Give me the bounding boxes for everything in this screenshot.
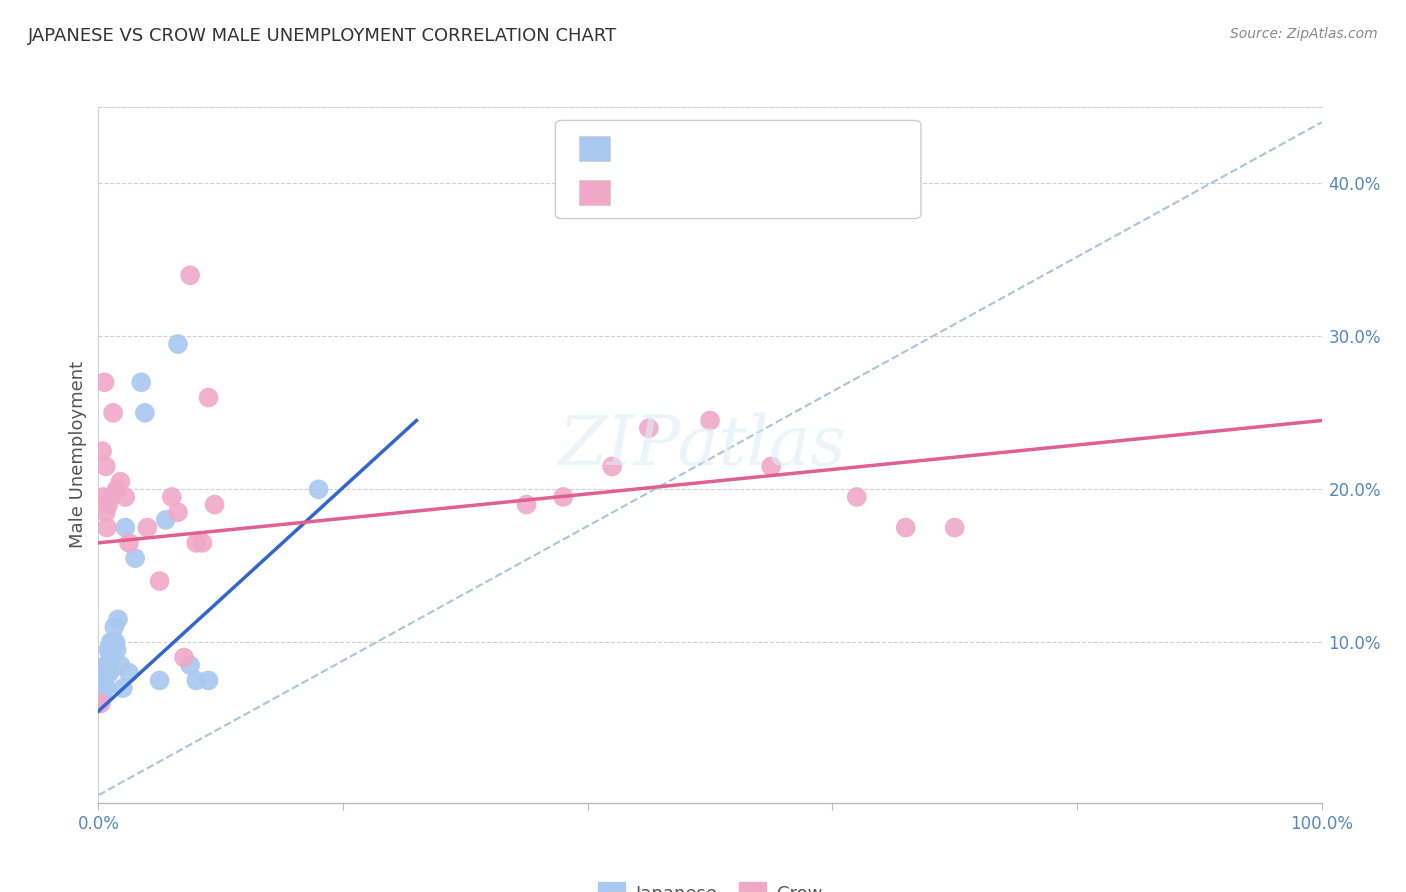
- Point: [179, 658, 201, 673]
- Point: [100, 650, 122, 665]
- Text: ZIPatlas: ZIPatlas: [560, 413, 846, 479]
- Point: [91, 689, 114, 703]
- Point: [105, 483, 128, 497]
- Point: [93, 665, 115, 680]
- Point: [97, 498, 120, 512]
- Point: [761, 459, 783, 474]
- Text: R = 0.366   N = 37: R = 0.366 N = 37: [624, 139, 808, 157]
- Point: [104, 635, 127, 649]
- Point: [91, 665, 114, 680]
- Point: [553, 490, 575, 504]
- Point: [91, 490, 114, 504]
- Point: [94, 459, 117, 474]
- Point: [103, 620, 125, 634]
- Point: [91, 681, 114, 695]
- Point: [107, 612, 129, 626]
- Point: [100, 635, 122, 649]
- Point: [96, 665, 118, 680]
- Point: [114, 520, 136, 534]
- Point: [94, 505, 117, 519]
- Point: [93, 673, 115, 688]
- Point: [167, 337, 190, 351]
- Point: [197, 391, 219, 405]
- Point: [110, 658, 132, 673]
- Point: [186, 673, 208, 688]
- Point: [100, 490, 122, 504]
- Point: [638, 421, 661, 435]
- Point: [101, 406, 124, 420]
- Point: [96, 520, 118, 534]
- Point: [91, 673, 114, 688]
- Point: [186, 536, 208, 550]
- Point: [894, 520, 917, 534]
- Point: [91, 444, 114, 458]
- Point: [943, 520, 966, 534]
- Legend: Japanese, Crow: Japanese, Crow: [591, 874, 830, 892]
- Point: [308, 483, 330, 497]
- Point: [167, 505, 190, 519]
- Point: [93, 376, 115, 390]
- Point: [136, 520, 159, 534]
- Point: [129, 376, 152, 390]
- Point: [97, 643, 120, 657]
- Point: [155, 513, 177, 527]
- Point: [89, 697, 111, 711]
- Point: [118, 665, 141, 680]
- Point: [845, 490, 868, 504]
- Point: [101, 635, 124, 649]
- Point: [515, 498, 537, 512]
- Point: [101, 643, 124, 657]
- Point: [90, 697, 112, 711]
- Point: [110, 475, 132, 489]
- Point: [94, 658, 117, 673]
- Point: [111, 681, 134, 695]
- Text: R = 0.346   N = 33: R = 0.346 N = 33: [624, 184, 808, 202]
- Point: [699, 413, 721, 427]
- Point: [90, 681, 112, 695]
- Point: [149, 673, 172, 688]
- Y-axis label: Male Unemployment: Male Unemployment: [69, 361, 87, 549]
- Point: [105, 643, 128, 657]
- Point: [94, 681, 117, 695]
- Point: [124, 551, 146, 566]
- Point: [98, 665, 121, 680]
- Point: [204, 498, 226, 512]
- Point: [600, 459, 623, 474]
- Text: Source: ZipAtlas.com: Source: ZipAtlas.com: [1230, 27, 1378, 41]
- Point: [114, 490, 136, 504]
- Point: [160, 490, 183, 504]
- Point: [149, 574, 172, 588]
- Text: JAPANESE VS CROW MALE UNEMPLOYMENT CORRELATION CHART: JAPANESE VS CROW MALE UNEMPLOYMENT CORRE…: [28, 27, 617, 45]
- Point: [173, 650, 195, 665]
- Point: [197, 673, 219, 688]
- Point: [90, 689, 112, 703]
- Point: [118, 536, 141, 550]
- Point: [97, 658, 120, 673]
- Point: [134, 406, 156, 420]
- Point: [179, 268, 201, 283]
- Point: [191, 536, 214, 550]
